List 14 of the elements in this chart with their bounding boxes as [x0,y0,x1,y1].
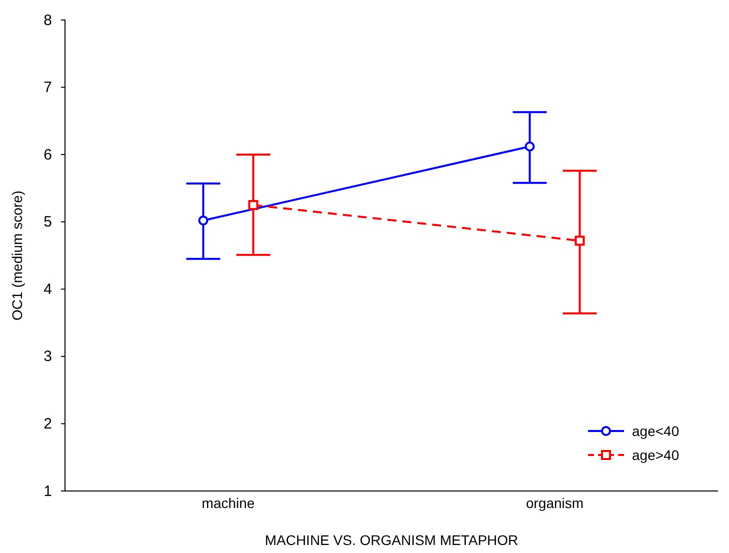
x-tick-label: machine [202,495,255,511]
y-tick-label: 6 [44,146,52,164]
y-tick-label: 1 [44,482,52,500]
y-axis-title: OC1 (medium score) [9,190,25,320]
y-tick-label: 8 [44,12,52,29]
y-tick-label: 5 [44,214,52,231]
legend-label: age<40 [632,423,680,439]
x-axis-title: MACHINE VS. ORGANISM METAPHOR [264,532,518,548]
x-tick-label: organism [526,495,584,511]
y-tick-label: 4 [44,280,52,298]
y-tick-label: 3 [44,348,52,366]
y-tick-label: 7 [44,79,52,96]
legend-label: age>40 [632,447,680,463]
y-tick-label: 2 [44,416,52,433]
